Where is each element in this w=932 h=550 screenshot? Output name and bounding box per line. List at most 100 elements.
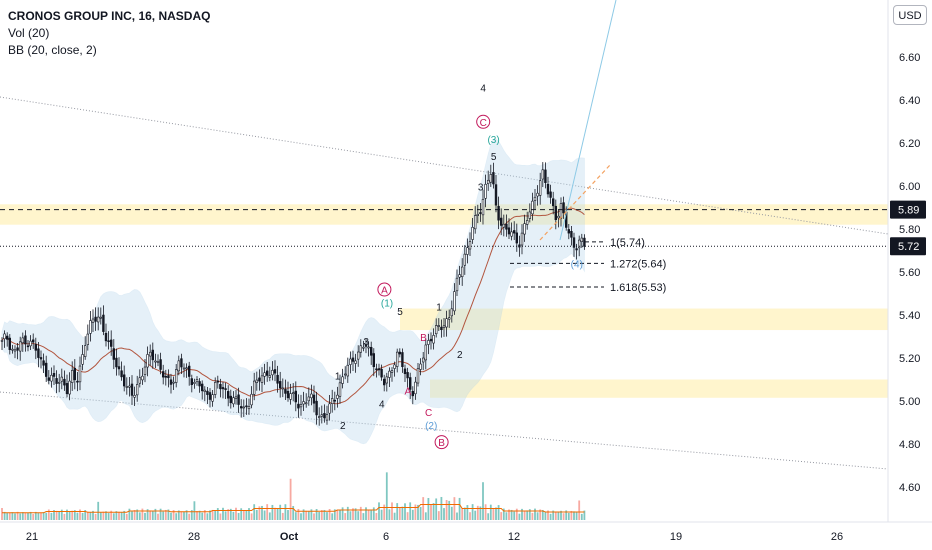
time-tick-label[interactable]: 12 (508, 531, 520, 543)
candle-body (227, 391, 230, 399)
price-tick-label[interactable]: 5.40 (899, 310, 920, 322)
time-tick-label[interactable]: Oct (280, 531, 299, 543)
candle-body (149, 351, 152, 357)
volume-bar (214, 510, 217, 520)
price-badge-label: 5.72 (898, 241, 919, 253)
volume-bar (136, 509, 139, 520)
volume-bar (131, 511, 133, 520)
price-tick-label[interactable]: 5.20 (899, 353, 920, 365)
candle-body (8, 337, 11, 350)
candle-body (68, 380, 71, 395)
time-tick-label[interactable]: 21 (26, 531, 38, 543)
volume-bar (328, 509, 331, 520)
candle-body (359, 345, 362, 353)
volume-bar (385, 472, 388, 520)
candle-body (268, 375, 271, 378)
price-tick-label[interactable]: 6.20 (899, 138, 920, 150)
time-tick-label[interactable]: 26 (831, 531, 843, 543)
price-tick-label[interactable]: 5.80 (899, 224, 920, 236)
candle-body (458, 274, 461, 278)
wave-label: C (480, 118, 487, 129)
volume-bar (45, 512, 48, 520)
candle-body (115, 357, 118, 368)
volume-bar (560, 510, 562, 520)
candle-body (141, 375, 144, 381)
currency-button[interactable]: USD (893, 5, 927, 25)
bollinger-indicator-label[interactable]: BB (20, close, 2) (8, 43, 97, 57)
volume-bar (466, 505, 469, 520)
candle-body (538, 180, 542, 196)
price-tick-label[interactable]: 6.40 (899, 95, 920, 107)
volume-bar (154, 508, 157, 520)
volume-bar (237, 512, 240, 520)
price-tick-label[interactable]: 5.00 (899, 396, 920, 408)
volume-bar (489, 504, 492, 520)
volume-bar (411, 509, 414, 520)
candle-body (388, 370, 391, 378)
volume-bar (505, 512, 508, 520)
candle-body (481, 199, 485, 216)
candle-body (432, 335, 435, 344)
volume-bar (115, 511, 118, 520)
price-tick-label[interactable]: 4.60 (899, 482, 920, 494)
candle-body (172, 381, 175, 384)
candle-body (211, 394, 214, 402)
candle-body (466, 247, 469, 255)
volume-bar (375, 512, 378, 520)
volume-bar (349, 511, 352, 520)
candle-body (250, 393, 253, 406)
price-tick-label[interactable]: 6.00 (899, 181, 920, 193)
volume-bar (172, 510, 175, 520)
candle-body (398, 351, 401, 355)
candle-body (333, 399, 336, 402)
volume-bar (196, 510, 198, 520)
candle-body (328, 403, 331, 414)
time-tick-label[interactable]: 19 (670, 531, 682, 543)
volume-bar (502, 508, 505, 520)
price-tick-label[interactable]: 6.60 (899, 52, 920, 64)
candle-body (468, 241, 472, 250)
volume-bar (515, 508, 518, 520)
volume-bar (320, 510, 323, 520)
candle-body (102, 314, 105, 332)
time-tick-label[interactable]: 28 (188, 531, 200, 543)
candle-body (224, 388, 227, 390)
candle-body (110, 339, 113, 347)
time-axis-background (0, 522, 932, 550)
candle-body (406, 372, 409, 379)
volume-bar (474, 510, 477, 520)
support-zone (430, 379, 888, 398)
price-tick-label[interactable]: 4.80 (899, 439, 920, 451)
candle-body (572, 237, 576, 248)
candle-body (198, 381, 201, 387)
candle-body (544, 169, 547, 183)
candle-body (26, 345, 30, 348)
candle-body (557, 215, 560, 219)
candle-body (94, 316, 97, 322)
volume-bar (86, 511, 89, 520)
volume-indicator-label[interactable]: Vol (20) (8, 26, 50, 40)
price-tick-label[interactable]: 5.60 (899, 267, 920, 279)
time-tick-label[interactable]: 6 (383, 531, 389, 543)
candle-body (403, 368, 407, 375)
symbol-title[interactable]: CRONOS GROUP INC, 16, NASDAQ (8, 9, 211, 23)
candle-body (429, 338, 433, 342)
candle-body (201, 383, 204, 392)
candle-body (55, 378, 58, 384)
fib-level-label: 1.618(5.53) (610, 282, 666, 294)
candle-body (351, 357, 355, 362)
candle-body (185, 367, 188, 370)
volume-bar (84, 510, 87, 520)
volume-bar (526, 510, 529, 520)
volume-bar (419, 506, 422, 520)
volume-bar (497, 505, 500, 520)
candle-body (411, 390, 414, 397)
volume-bar (29, 511, 32, 520)
candle-body (380, 368, 383, 378)
candle-body (323, 413, 326, 419)
volume-bar (346, 506, 349, 520)
volume-bar (107, 513, 110, 520)
candle-body (104, 332, 108, 342)
